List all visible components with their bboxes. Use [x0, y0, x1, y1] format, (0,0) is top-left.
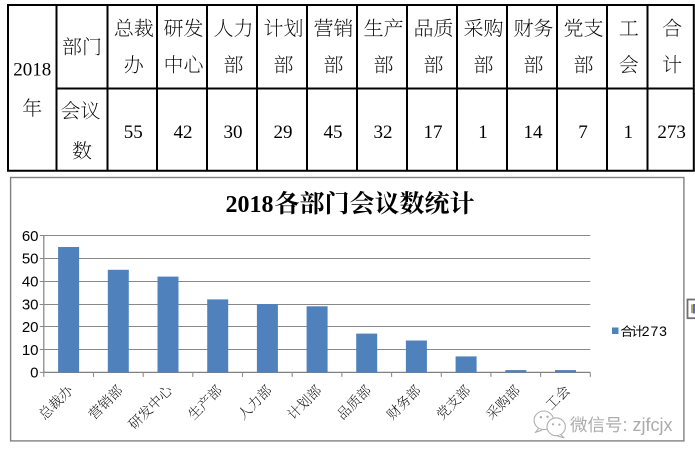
svg-text:2018: 2018 — [226, 192, 274, 218]
svg-text:50: 50 — [22, 251, 39, 268]
svg-text:17: 17 — [424, 122, 443, 143]
svg-text:60: 60 — [22, 228, 39, 245]
svg-text:30: 30 — [224, 122, 243, 143]
svg-text:45: 45 — [324, 122, 343, 143]
svg-text:2018: 2018 — [13, 60, 51, 81]
svg-text:29: 29 — [274, 122, 293, 143]
svg-text:273: 273 — [657, 122, 686, 143]
svg-text:42: 42 — [174, 122, 193, 143]
svg-text:10: 10 — [22, 342, 39, 359]
svg-text:32: 32 — [374, 122, 393, 143]
svg-text:30: 30 — [22, 296, 39, 313]
svg-text:55: 55 — [124, 122, 143, 143]
svg-text:: zjfcjx: : zjfcjx — [623, 415, 673, 435]
svg-text:0: 0 — [30, 365, 38, 382]
svg-text:1: 1 — [478, 122, 488, 143]
svg-text:273: 273 — [642, 323, 668, 339]
svg-text:7: 7 — [578, 122, 588, 143]
svg-text:20: 20 — [22, 319, 39, 336]
svg-text:40: 40 — [22, 274, 39, 291]
svg-text:1: 1 — [623, 122, 633, 143]
svg-text:14: 14 — [524, 122, 544, 143]
